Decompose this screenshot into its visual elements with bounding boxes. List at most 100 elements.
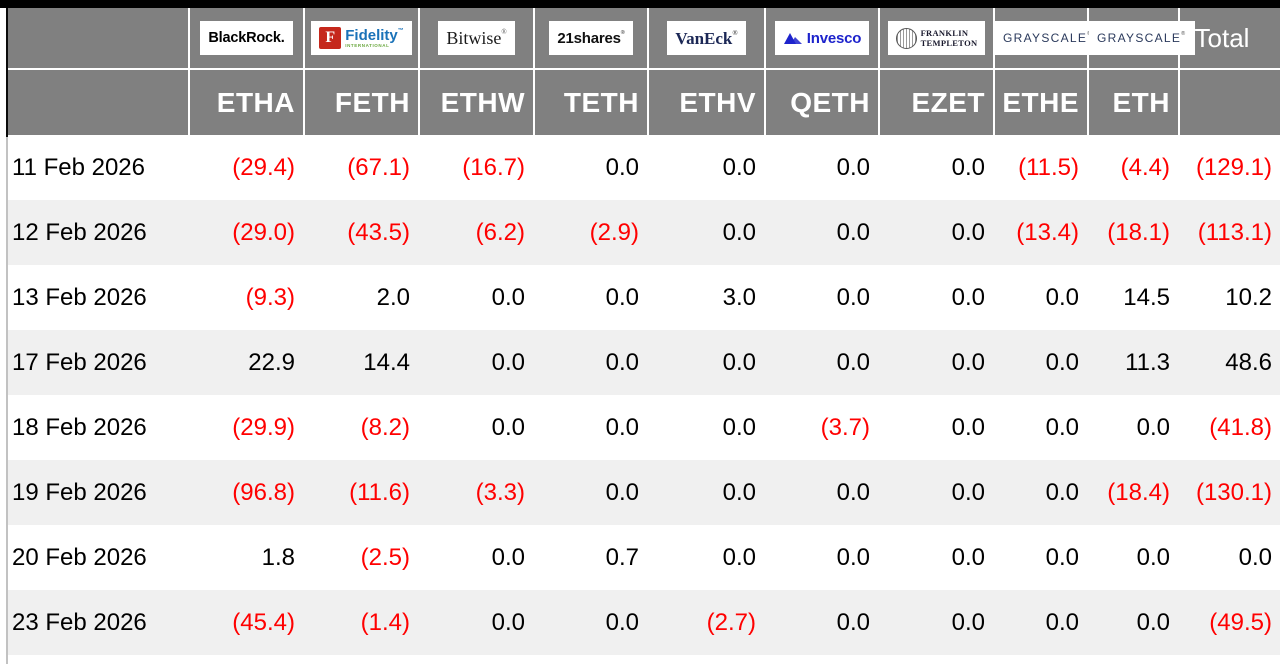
- flow-table-row: 18 Feb 2026 (29.9) (8.2) 0.0 0.0 0.0 (3.…: [8, 395, 1280, 460]
- 21shares-reg-mark: ®: [620, 29, 625, 36]
- fidelity-f-tile-icon: F: [319, 27, 342, 49]
- flow-value-feth: (2.5): [303, 525, 418, 590]
- ticker-header-blank: [8, 70, 188, 135]
- flow-table-row: 11 Feb 2026 (29.4) (67.1) (16.7) 0.0 0.0…: [8, 135, 1280, 200]
- flow-value-ethv: 0.0: [647, 525, 764, 590]
- flow-value-total: (113.1): [1178, 200, 1280, 265]
- flow-value-total: (130.1): [1178, 460, 1280, 525]
- flow-value-total: 10.2: [1178, 265, 1280, 330]
- 21shares-logo-text: 21shares®: [557, 29, 625, 47]
- flow-value-etha: (29.4): [188, 135, 303, 200]
- row-date: 12 Feb 2026: [8, 200, 188, 265]
- flow-value-feth: (67.1): [303, 135, 418, 200]
- date-column-header: [8, 8, 188, 70]
- flow-value-teth: 0.0: [533, 395, 647, 460]
- vaneck-logo-text: VanEck®: [675, 28, 738, 48]
- flow-value-eth: (18.4): [1087, 460, 1178, 525]
- flow-value-etha: (9.3): [188, 265, 303, 330]
- flow-value-ezet: 0.0: [878, 265, 993, 330]
- flow-table-row: 19 Feb 2026 (96.8) (11.6) (3.3) 0.0 0.0 …: [8, 460, 1280, 525]
- 21shares-logo: 21shares®: [549, 21, 633, 55]
- blackrock-logo-text: BlackRock.: [208, 29, 285, 46]
- ticker-header-eth: ETH: [1087, 70, 1178, 135]
- flow-value-ethe: (13.4): [993, 200, 1087, 265]
- flow-value-qeth: 0.0: [764, 590, 878, 655]
- ticker-header-total-blank: [1178, 70, 1280, 135]
- flow-value-qeth: 0.0: [764, 200, 878, 265]
- issuer-cell-grayscale-ethe: GRAYSCALE®: [993, 8, 1101, 70]
- flow-value-qeth: 0.0: [764, 460, 878, 525]
- flow-value-qeth: 0.0: [764, 330, 878, 395]
- fidelity-tm-mark: ™: [397, 27, 404, 34]
- flow-value-feth: 2.0: [303, 265, 418, 330]
- flow-value-ethe: 0.0: [993, 525, 1087, 590]
- flow-value-total: 0.0: [1178, 525, 1280, 590]
- franklin-logo-line1: FRANKLIN: [920, 28, 969, 38]
- flow-value-feth: (1.4): [303, 590, 418, 655]
- flow-value-total: (41.8): [1178, 395, 1280, 460]
- issuer-logo-row: BlackRock. F Fidelity™ INTERNATIONAL Bit…: [8, 8, 1280, 70]
- flow-value-total: 48.6: [1178, 330, 1280, 395]
- flow-value-teth: 0.0: [533, 265, 647, 330]
- flow-value-ethw: (6.2): [418, 200, 533, 265]
- flow-value-teth: (2.9): [533, 200, 647, 265]
- ticker-header-ethv: ETHV: [647, 70, 764, 135]
- flow-value-ethv: 0.0: [647, 200, 764, 265]
- flow-value-ezet: 0.0: [878, 330, 993, 395]
- flow-value-ethv: 0.0: [647, 395, 764, 460]
- issuer-cell-franklin-templeton: FRANKLIN TEMPLETON: [878, 8, 993, 70]
- flow-table-row: 12 Feb 2026 (29.0) (43.5) (6.2) (2.9) 0.…: [8, 200, 1280, 265]
- fidelity-logo-subtext: INTERNATIONAL: [345, 42, 390, 48]
- vaneck-reg-mark: ®: [732, 28, 738, 37]
- flow-value-ethw: 0.0: [418, 395, 533, 460]
- flow-value-feth: (11.6): [303, 460, 418, 525]
- flow-value-feth: (8.2): [303, 395, 418, 460]
- ticker-header-ethw: ETHW: [418, 70, 533, 135]
- flow-value-eth: 11.3: [1087, 330, 1178, 395]
- flow-value-qeth: 0.0: [764, 265, 878, 330]
- flow-value-total: (49.5): [1178, 590, 1280, 655]
- flow-value-ezet: 0.0: [878, 460, 993, 525]
- issuer-cell-blackrock: BlackRock.: [188, 8, 303, 70]
- flow-value-teth: 0.0: [533, 330, 647, 395]
- flow-value-ethe: 0.0: [993, 265, 1087, 330]
- top-border-bar: [0, 0, 1280, 8]
- ticker-header-feth: FETH: [303, 70, 418, 135]
- flow-value-etha: (45.4): [188, 590, 303, 655]
- flow-table-row: 17 Feb 2026 22.9 14.4 0.0 0.0 0.0 0.0 0.…: [8, 330, 1280, 395]
- flow-value-ethw: (3.3): [418, 460, 533, 525]
- fidelity-logo-text: Fidelity™: [345, 26, 404, 44]
- grayscale-logo-text: GRAYSCALE®: [1003, 31, 1093, 44]
- flow-value-ethe: 0.0: [993, 590, 1087, 655]
- flow-table-row: 20 Feb 2026 1.8 (2.5) 0.0 0.7 0.0 0.0 0.…: [8, 525, 1280, 590]
- flow-value-ethe: (11.5): [993, 135, 1087, 200]
- row-date: 17 Feb 2026: [8, 330, 188, 395]
- flow-value-ethw: 0.0: [418, 265, 533, 330]
- row-date: 20 Feb 2026: [8, 525, 188, 590]
- flow-value-ezet: 0.0: [878, 525, 993, 590]
- left-border-light: [6, 137, 8, 664]
- bitwise-reg-mark: ®: [501, 28, 507, 36]
- issuer-cell-21shares: 21shares®: [533, 8, 647, 70]
- flow-value-ethv: 0.0: [647, 460, 764, 525]
- grayscale-mini-reg-mark: ®: [1181, 31, 1187, 37]
- ticker-header-teth: TETH: [533, 70, 647, 135]
- flow-value-ethw: (16.7): [418, 135, 533, 200]
- grayscale-mini-logo-text: GRAYSCALE®: [1097, 31, 1187, 45]
- flow-value-ethv: 3.0: [647, 265, 764, 330]
- flow-value-total: (129.1): [1178, 135, 1280, 200]
- franklin-templeton-logo: FRANKLIN TEMPLETON: [887, 21, 986, 55]
- row-date: 13 Feb 2026: [8, 265, 188, 330]
- grayscale-mini-logo: GRAYSCALE®: [1089, 21, 1195, 55]
- issuer-cell-grayscale-eth: GRAYSCALE®: [1087, 8, 1195, 70]
- flow-value-ethv: 0.0: [647, 330, 764, 395]
- flow-value-feth: 14.4: [303, 330, 418, 395]
- flow-value-qeth: 0.0: [764, 135, 878, 200]
- flow-table-row: 23 Feb 2026 (45.4) (1.4) 0.0 0.0 (2.7) 0…: [8, 590, 1280, 655]
- flow-value-etha: 1.8: [188, 525, 303, 590]
- flow-value-eth: 0.0: [1087, 525, 1178, 590]
- issuer-cell-invesco: Invesco: [764, 8, 878, 70]
- flow-value-ethe: 0.0: [993, 460, 1087, 525]
- invesco-mountain-icon: [783, 32, 802, 44]
- flow-value-ezet: 0.0: [878, 395, 993, 460]
